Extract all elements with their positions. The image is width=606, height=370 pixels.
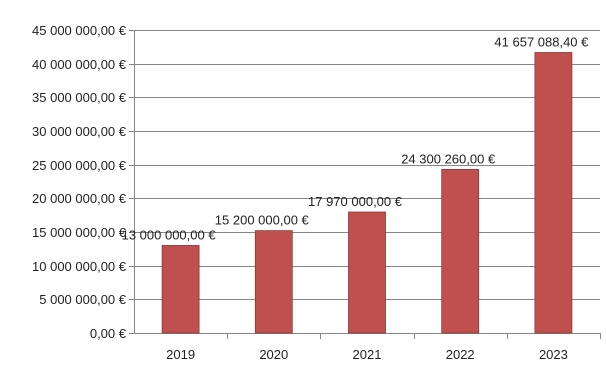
x-tick-label-2021: 2021 <box>353 347 382 362</box>
y-tick-label: 15 000 000,00 € <box>32 225 127 240</box>
bar-2019 <box>161 245 200 334</box>
data-label-2021: 17 970 000,00 € <box>308 194 403 209</box>
axes <box>129 30 601 339</box>
bar-2021 <box>348 211 386 334</box>
bar-2022 <box>441 168 480 334</box>
gridlines <box>134 30 600 300</box>
y-tick-label: 0,00 € <box>90 326 127 341</box>
x-tick-label-2019: 2019 <box>166 347 195 362</box>
y-axis-tick-labels: 0,00 € 5 000 000,00 € 10 000 000,00 € 15 00… <box>32 23 127 341</box>
y-tick-label: 40 000 000,00 € <box>32 57 127 72</box>
x-tick-label-2023: 2023 <box>539 347 568 362</box>
x-tick-label-2022: 2022 <box>446 347 475 362</box>
y-tick-label: 30 000 000,00 € <box>32 124 127 139</box>
y-tick-label: 45 000 000,00 € <box>32 23 127 38</box>
y-tick-label: 5 000 000,00 € <box>39 292 127 307</box>
y-tick-label: 35 000 000,00 € <box>32 90 127 105</box>
data-label-2022: 24 300 260,00 € <box>401 151 496 166</box>
bars <box>161 52 573 334</box>
data-labels: 13 000 000,00 €15 200 000,00 € 17 970 000… <box>122 35 590 243</box>
data-label-2019: 13 000 000,00 € <box>122 227 217 242</box>
data-label-2023: 41 657 088,40 € <box>494 35 589 50</box>
bar-2023 <box>534 52 573 334</box>
y-tick-label: 10 000 000,00 € <box>32 259 127 274</box>
data-label-2020: 15 200 000,00 € <box>215 213 310 228</box>
y-tick-label: 25 000 000,00 € <box>32 158 127 173</box>
y-tick-label: 20 000 000,00 € <box>32 191 127 206</box>
x-axis-tick-labels: 2019 2020 2021 2022 2023 <box>166 347 568 362</box>
bar-2020 <box>254 230 293 334</box>
x-tick-label-2020: 2020 <box>259 347 288 362</box>
